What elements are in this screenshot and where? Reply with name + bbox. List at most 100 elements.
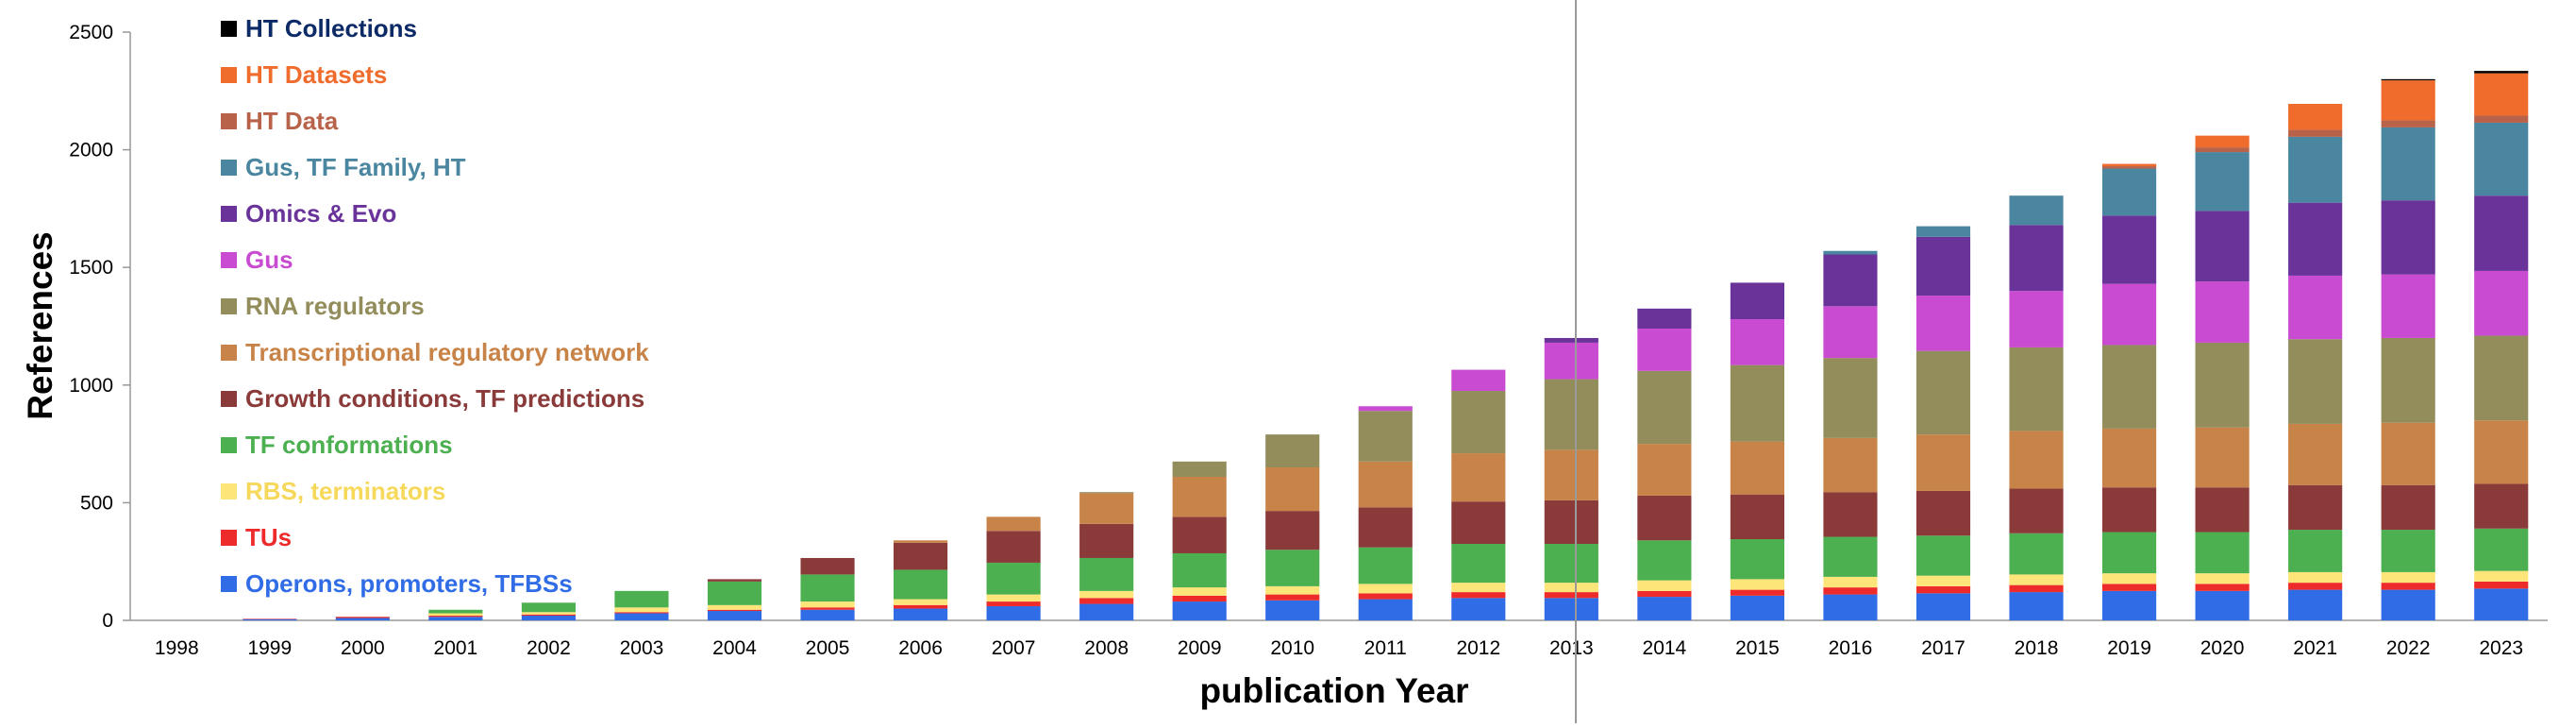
- bar-segment: [1637, 580, 1692, 591]
- bar-segment: [2009, 195, 2064, 226]
- bar-segment: [2474, 570, 2529, 582]
- bar-segment: [1265, 434, 1320, 468]
- x-tick-label: 2004: [712, 637, 757, 659]
- bar-segment: [707, 581, 762, 605]
- x-tick-label: 2018: [2015, 637, 2059, 659]
- bar-segment: [2195, 147, 2250, 153]
- bar-segment: [1730, 589, 1784, 596]
- bar-segment: [2381, 484, 2435, 531]
- legend-swatch: [221, 391, 237, 407]
- x-tick-label: 2013: [1549, 637, 1594, 659]
- bar-segment: [614, 612, 669, 614]
- legend-swatch: [221, 113, 237, 129]
- bar-segment: [243, 618, 297, 620]
- bar-segment: [1451, 391, 1506, 454]
- bar-segment: [1544, 544, 1598, 584]
- bar-segment: [2195, 487, 2250, 533]
- bar-segment: [1172, 461, 1227, 477]
- bar-segment: [1079, 557, 1134, 591]
- bar-segment: [2009, 574, 2064, 585]
- bar-segment: [2288, 275, 2343, 340]
- bar-segment: [2195, 281, 2250, 343]
- bar-segment: [614, 590, 669, 608]
- bar-segment: [1358, 406, 1413, 412]
- legend-swatch: [221, 345, 237, 361]
- bar-segment: [1915, 350, 1971, 435]
- bar-segment: [1544, 583, 1598, 593]
- bar-segment: [2102, 166, 2157, 169]
- legend-label: Gus: [245, 245, 293, 274]
- x-tick-label: 2005: [806, 637, 850, 659]
- bar-segment: [1451, 592, 1506, 599]
- chart-legend: HT Collections HT Datasets HT Data Gus, TF …: [221, 6, 649, 607]
- bar-segment: [894, 604, 948, 609]
- bar-segment: [1265, 600, 1320, 620]
- bar-segment: [428, 613, 483, 617]
- x-tick-label: 2010: [1270, 637, 1314, 659]
- legend-label: Transcriptional regulatory network: [245, 338, 649, 366]
- bar-segment: [614, 607, 669, 613]
- bar-segment: [2381, 571, 2435, 584]
- bar-segment: [1358, 547, 1413, 584]
- legend-item: TUs: [221, 515, 649, 561]
- x-tick-label: 2017: [1921, 637, 1965, 659]
- bar-segment: [2009, 533, 2064, 575]
- bar-segment: [1637, 444, 1692, 496]
- bar-segment: [1730, 539, 1784, 580]
- bar-segment: [1451, 453, 1506, 502]
- legend-item: Operons, promoters, TFBSs: [221, 561, 649, 607]
- bar-segment: [2102, 487, 2157, 533]
- bar-segment: [2102, 345, 2157, 429]
- bar-segment: [1637, 597, 1692, 620]
- bar-segment: [2288, 571, 2343, 584]
- legend-swatch: [221, 67, 237, 83]
- bar-segment: [800, 557, 855, 575]
- x-tick-label: 2012: [1456, 637, 1500, 659]
- bar-segment: [2195, 590, 2250, 620]
- bar-segment: [2195, 342, 2250, 428]
- bar-segment: [2474, 270, 2529, 336]
- bar-segment: [1823, 587, 1878, 595]
- bar-segment: [1358, 599, 1413, 620]
- bar-segment: [335, 618, 390, 620]
- bar-segment: [1823, 576, 1878, 588]
- x-tick-label: 1998: [155, 637, 199, 659]
- bar-segment: [1544, 499, 1598, 545]
- bar-segment: [1172, 552, 1227, 588]
- bar-segment: [2474, 588, 2529, 620]
- bar-segment: [1172, 516, 1227, 553]
- bar-segment: [2102, 163, 2157, 167]
- bar-segment: [1915, 296, 1971, 351]
- legend-label: TUs: [245, 523, 293, 551]
- bar-segment: [1451, 369, 1506, 392]
- bar-segment: [1265, 594, 1320, 601]
- bar-segment: [2288, 202, 2343, 276]
- legend-swatch: [221, 298, 237, 314]
- bar-segment: [1265, 467, 1320, 512]
- x-tick-label: 2023: [2479, 637, 2523, 659]
- bar-segment: [1079, 590, 1134, 599]
- bar-segment: [894, 608, 948, 620]
- bar-segment: [2195, 211, 2250, 282]
- bar-segment: [1637, 308, 1692, 329]
- bar-segment: [2195, 427, 2250, 488]
- bar-segment: [2288, 423, 2343, 485]
- bar-segment: [800, 607, 855, 610]
- bar-segment: [2102, 428, 2157, 488]
- legend-swatch: [221, 160, 237, 176]
- bar-segment: [707, 604, 762, 610]
- bar-segment: [2195, 532, 2250, 574]
- bar-segment: [2009, 592, 2064, 620]
- legend-item: HT Data: [221, 98, 649, 144]
- bar-segment: [1358, 584, 1413, 594]
- y-tick-label: 2000: [69, 140, 113, 161]
- bar-segment: [428, 616, 483, 618]
- bar-segment: [1637, 540, 1692, 581]
- bar-segment: [986, 562, 1041, 595]
- bar-segment: [1730, 441, 1784, 495]
- legend-swatch: [221, 437, 237, 453]
- bar-segment: [2381, 120, 2435, 127]
- bar-segment: [1730, 494, 1784, 540]
- bar-segment: [894, 542, 948, 570]
